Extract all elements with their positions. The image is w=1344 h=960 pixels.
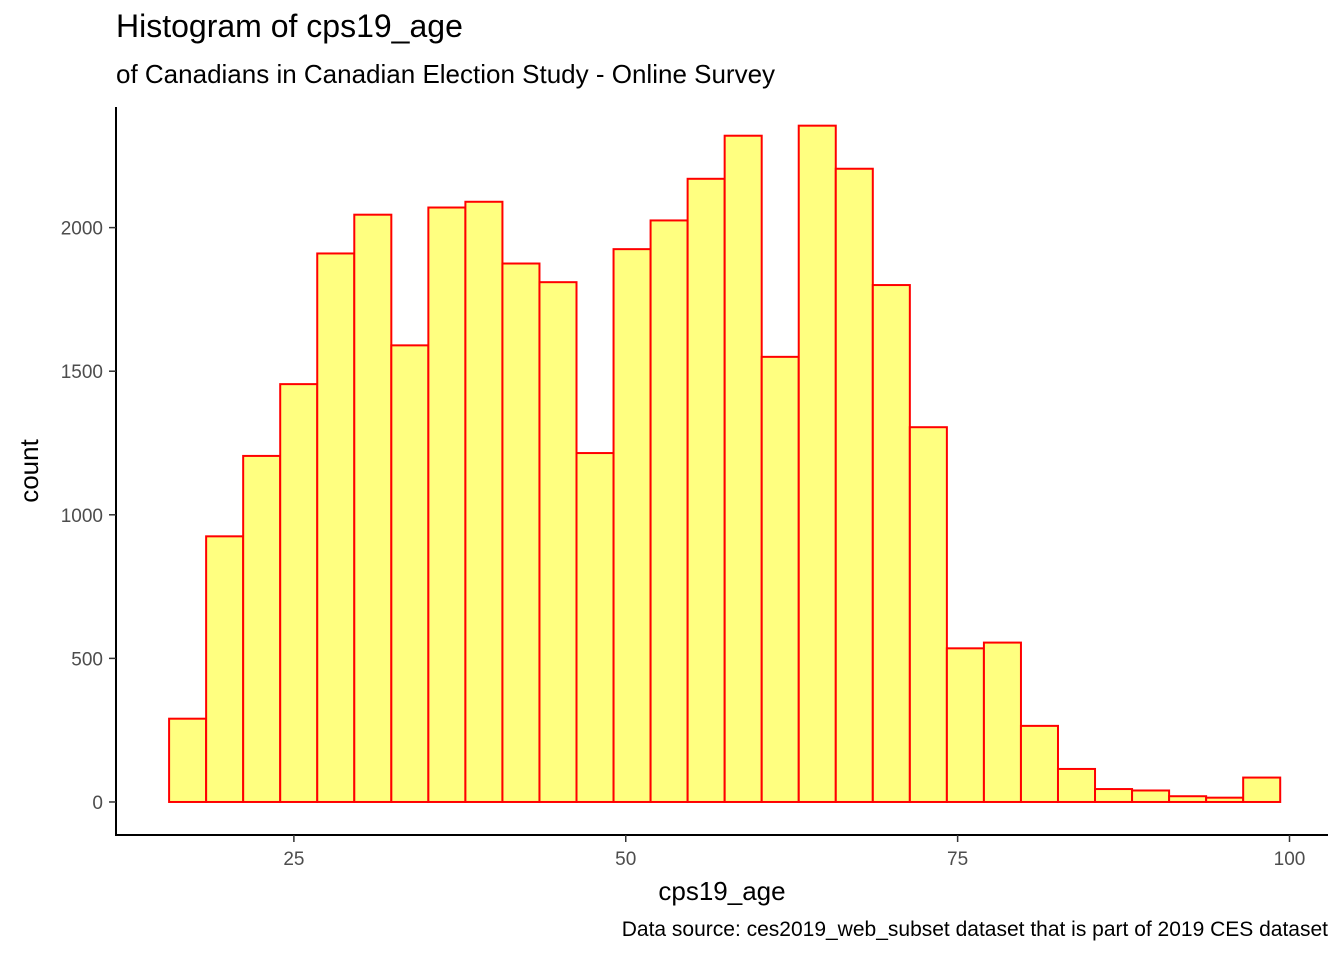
histogram-bar	[538, 281, 578, 803]
x-tick-label: 50	[615, 849, 636, 870]
x-tick-label: 25	[283, 849, 304, 870]
x-ticks-group: 25 50 75 100	[283, 835, 1305, 870]
histogram-bar	[797, 124, 837, 803]
histogram-bar	[686, 177, 726, 803]
histogram-bar	[1094, 788, 1134, 803]
x-tick-label: 75	[947, 849, 968, 870]
chart-subtitle: of Canadians in Canadian Election Study …	[116, 59, 776, 89]
chart-title: Histogram of cps19_age	[116, 8, 463, 44]
histogram-bar	[464, 200, 504, 803]
y-tick-label: 1000	[61, 506, 103, 527]
x-tick-label: 100	[1274, 849, 1306, 870]
histogram-bar	[908, 426, 948, 803]
histogram-bar	[1056, 767, 1097, 803]
histogram-bar	[1131, 789, 1171, 803]
y-tick-label: 0	[92, 793, 103, 814]
histogram-bar	[834, 167, 874, 803]
histogram-bar	[1205, 796, 1245, 803]
histogram-bar	[612, 248, 652, 803]
chart-caption: Data source: ces2019_web_subset dataset …	[621, 918, 1328, 941]
y-axis-title: count	[14, 438, 44, 502]
y-tick-label: 500	[71, 649, 103, 670]
histogram-bar	[760, 355, 800, 803]
histogram-bar	[427, 206, 467, 803]
x-axis-title: cps19_age	[658, 876, 785, 906]
histogram-bar	[982, 641, 1022, 803]
histogram-bar	[871, 284, 911, 803]
histogram-bar	[242, 454, 282, 803]
histogram-bar	[723, 134, 763, 803]
y-tick-label: 2000	[61, 219, 103, 240]
histogram-bar	[353, 213, 393, 803]
histogram-bar	[1242, 776, 1282, 803]
histogram-bar	[1019, 724, 1059, 803]
histogram-bar	[316, 252, 356, 803]
histogram-bar	[945, 647, 985, 803]
histogram-bar	[649, 219, 689, 803]
histogram-bar	[575, 452, 615, 803]
y-tick-label: 1500	[61, 362, 103, 383]
histogram-bar	[501, 262, 541, 803]
histogram-bar	[168, 717, 208, 803]
y-ticks-group: 0 500 1000 1500 2000	[61, 219, 116, 814]
bars-group	[168, 124, 1282, 803]
histogram-bar	[279, 383, 319, 803]
histogram-bar	[1168, 795, 1208, 803]
histogram-bar	[390, 344, 430, 803]
histogram-bar	[205, 535, 245, 803]
